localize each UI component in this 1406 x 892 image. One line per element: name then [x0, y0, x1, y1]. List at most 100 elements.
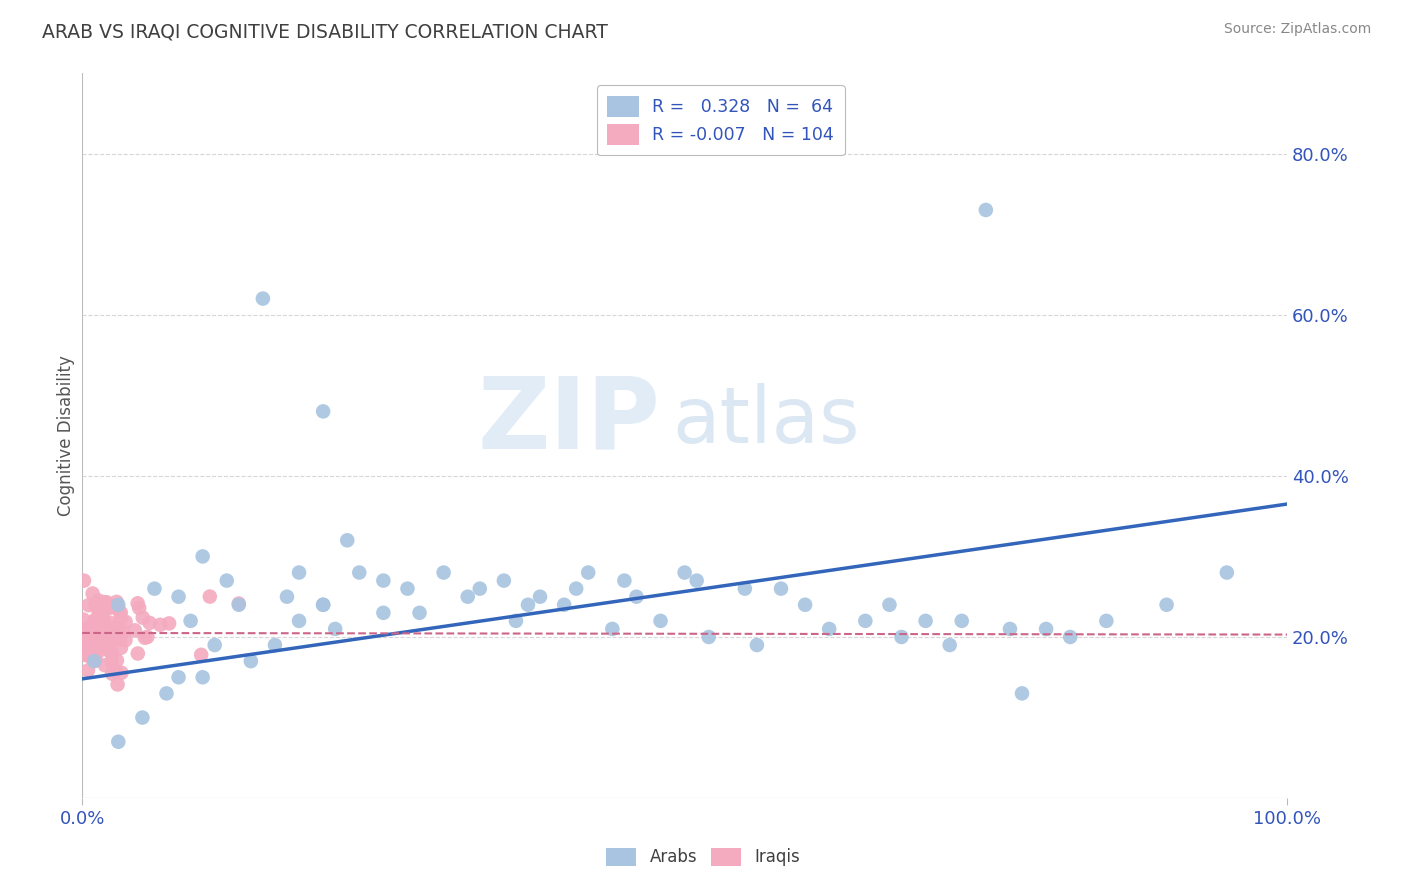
Point	[91, 611, 114, 625]
Point	[86, 633, 108, 648]
Point	[252, 292, 274, 306]
Point	[91, 637, 114, 651]
Point	[100, 646, 122, 660]
Point	[94, 617, 117, 632]
Point	[505, 614, 527, 628]
Point	[576, 566, 599, 580]
Point	[239, 654, 262, 668]
Point	[155, 686, 177, 700]
Point	[938, 638, 960, 652]
Point	[75, 642, 97, 657]
Point	[190, 648, 212, 662]
Point	[82, 586, 104, 600]
Point	[110, 665, 132, 680]
Legend: Arabs, Iraqis: Arabs, Iraqis	[599, 841, 807, 873]
Point	[107, 677, 129, 691]
Point	[853, 614, 876, 628]
Point	[96, 640, 118, 655]
Point	[83, 647, 105, 661]
Point	[79, 632, 101, 647]
Point	[457, 590, 479, 604]
Point	[79, 637, 101, 651]
Point	[90, 618, 112, 632]
Point	[93, 595, 115, 609]
Point	[87, 593, 110, 607]
Point	[72, 638, 94, 652]
Point	[82, 630, 104, 644]
Point	[529, 590, 551, 604]
Point	[93, 623, 115, 637]
Point	[1059, 630, 1081, 644]
Point	[82, 633, 104, 648]
Text: ARAB VS IRAQI COGNITIVE DISABILITY CORRELATION CHART: ARAB VS IRAQI COGNITIVE DISABILITY CORRE…	[42, 22, 607, 41]
Point	[100, 633, 122, 648]
Point	[336, 533, 359, 548]
Point	[101, 666, 124, 681]
Point	[110, 640, 132, 655]
Point	[75, 625, 97, 640]
Point	[84, 598, 107, 612]
Point	[98, 644, 121, 658]
Point	[107, 632, 129, 646]
Point	[1011, 686, 1033, 700]
Point	[734, 582, 756, 596]
Point	[127, 647, 149, 661]
Point	[136, 630, 159, 644]
Point	[111, 625, 134, 640]
Point	[83, 654, 105, 668]
Point	[87, 609, 110, 624]
Point	[312, 598, 335, 612]
Point	[73, 623, 96, 637]
Point	[138, 615, 160, 630]
Point	[76, 624, 98, 639]
Point	[83, 620, 105, 634]
Point	[312, 404, 335, 418]
Point	[79, 623, 101, 637]
Point	[228, 598, 250, 612]
Point	[143, 582, 166, 596]
Point	[105, 653, 128, 667]
Point	[914, 614, 936, 628]
Point	[83, 641, 105, 656]
Point	[105, 595, 128, 609]
Point	[86, 646, 108, 660]
Point	[890, 630, 912, 644]
Point	[77, 623, 100, 637]
Point	[101, 624, 124, 638]
Point	[794, 598, 817, 612]
Text: ZIP: ZIP	[478, 373, 661, 469]
Point	[167, 670, 190, 684]
Point	[180, 614, 202, 628]
Point	[191, 670, 214, 684]
Point	[697, 630, 720, 644]
Point	[264, 638, 287, 652]
Point	[650, 614, 672, 628]
Point	[602, 622, 624, 636]
Point	[101, 634, 124, 648]
Point	[204, 638, 226, 652]
Point	[108, 624, 131, 638]
Point	[97, 620, 120, 634]
Point	[745, 638, 768, 652]
Point	[82, 651, 104, 665]
Point	[86, 626, 108, 640]
Point	[110, 612, 132, 626]
Point	[134, 631, 156, 645]
Point	[87, 619, 110, 633]
Point	[1216, 566, 1239, 580]
Point	[998, 622, 1021, 636]
Point	[228, 597, 250, 611]
Point	[104, 664, 127, 678]
Point	[94, 658, 117, 673]
Point	[91, 637, 114, 651]
Point	[100, 615, 122, 630]
Point	[157, 616, 180, 631]
Point	[73, 574, 96, 588]
Point	[98, 600, 121, 615]
Point	[83, 618, 105, 632]
Point	[96, 602, 118, 616]
Point	[215, 574, 238, 588]
Point	[96, 595, 118, 609]
Point	[1095, 614, 1118, 628]
Point	[77, 598, 100, 612]
